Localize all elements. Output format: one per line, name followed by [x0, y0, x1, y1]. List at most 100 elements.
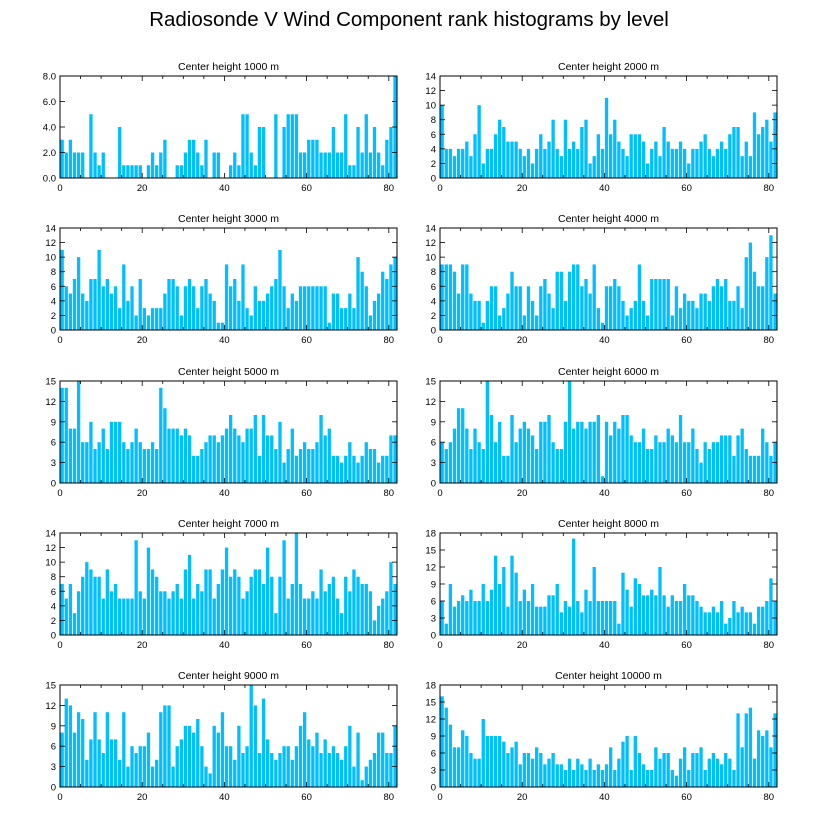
histogram-bar [654, 141, 658, 178]
histogram-bar [229, 415, 233, 483]
histogram-bar [650, 449, 654, 483]
histogram-bar [555, 584, 559, 635]
histogram-bar [761, 286, 765, 330]
histogram-bar [64, 286, 68, 330]
histogram-bar [740, 747, 744, 787]
histogram-bar [637, 264, 642, 330]
histogram-bar [641, 141, 646, 178]
histogram-bar [543, 606, 547, 635]
x-tick-label: 60 [301, 335, 312, 346]
histogram-bar [699, 141, 703, 178]
histogram-bar [315, 442, 319, 483]
histogram-bar [302, 286, 307, 330]
histogram-bar [159, 591, 163, 635]
histogram-bar [477, 758, 481, 787]
histogram-bar [699, 606, 703, 635]
histogram-bar [604, 601, 609, 635]
histogram-bar [109, 293, 114, 330]
histogram-bar [547, 758, 551, 787]
histogram-bar [551, 595, 555, 635]
histogram-bar [220, 569, 225, 635]
histogram-bar [118, 598, 122, 635]
histogram-bar [715, 758, 720, 787]
histogram-bar [715, 279, 720, 330]
histogram-bar [670, 315, 674, 330]
histogram-bar [715, 612, 720, 635]
histogram-bar [613, 770, 617, 787]
histogram-bar [526, 286, 531, 330]
x-tick-label: 80 [763, 488, 774, 499]
y-tick-label: 9 [51, 721, 56, 732]
histogram-bar [613, 279, 617, 330]
x-tick-label: 0 [57, 640, 62, 651]
histogram-bar [134, 315, 138, 330]
histogram-bar [461, 408, 465, 483]
y-tick-label: 12 [425, 715, 436, 726]
histogram-bar [724, 753, 728, 787]
histogram-bar [744, 612, 748, 635]
histogram-bar [687, 770, 691, 787]
histogram-bar [138, 591, 142, 635]
histogram-bar [356, 127, 360, 178]
histogram-bar [678, 308, 683, 330]
histogram-bar [97, 576, 101, 635]
y-tick-label: 0 [51, 631, 56, 642]
histogram-bar [493, 442, 498, 483]
histogram-bar [592, 421, 596, 483]
histogram-bar [97, 165, 101, 178]
histogram-bar [530, 584, 535, 635]
histogram-bar [707, 148, 711, 178]
histogram-bar [559, 764, 563, 787]
histogram-bar [327, 428, 331, 483]
histogram-bar [389, 562, 393, 635]
histogram-bar [150, 152, 155, 178]
histogram-bar [452, 271, 457, 330]
y-tick-label: 6 [431, 282, 436, 293]
x-tick-label: 80 [383, 792, 394, 803]
histogram-bar [60, 139, 64, 178]
histogram-bar [518, 764, 522, 787]
x-tick-label: 80 [383, 183, 394, 194]
histogram-bar [339, 613, 344, 635]
histogram-bar [233, 428, 237, 483]
histogram-bar [142, 598, 147, 635]
histogram-bar [481, 584, 485, 635]
histogram-bar [72, 732, 77, 787]
histogram-bar [339, 308, 344, 330]
histogram-bar [609, 601, 613, 635]
x-tick-label: 0 [437, 792, 442, 803]
histogram-bar [261, 127, 266, 178]
histogram-bar [551, 308, 555, 330]
y-tick-label: 12 [425, 238, 436, 249]
y-tick-label: 12 [45, 701, 56, 712]
histogram-bar [134, 428, 138, 483]
histogram-bar [543, 421, 547, 483]
x-tick-label: 80 [383, 488, 394, 499]
histogram-bar [175, 286, 179, 330]
histogram-bar [695, 148, 699, 178]
panel-title: Center height 8000 m [558, 518, 659, 530]
histogram-bar [364, 442, 368, 483]
histogram-bar [360, 271, 364, 330]
histogram-bar [756, 606, 761, 635]
histogram-bar [756, 286, 761, 330]
histogram-bar [278, 249, 282, 330]
histogram-bar [719, 601, 724, 635]
histogram-bar [555, 148, 559, 178]
histogram-bar [155, 759, 159, 787]
histogram-bar [265, 293, 270, 330]
histogram-bar [348, 591, 352, 635]
histogram-bar [348, 165, 352, 178]
histogram-bar [572, 770, 576, 787]
histogram-bar [744, 257, 748, 330]
x-tick-label: 60 [681, 792, 692, 803]
histogram-bar [290, 759, 294, 787]
histogram-bar [456, 747, 461, 787]
histogram-bar [171, 591, 175, 635]
x-tick-label: 60 [301, 488, 312, 499]
histogram-bar [81, 442, 85, 483]
histogram-bar [761, 127, 765, 178]
histogram-bar [674, 286, 679, 330]
x-tick-label: 80 [383, 335, 394, 346]
histogram-bar [167, 428, 171, 483]
